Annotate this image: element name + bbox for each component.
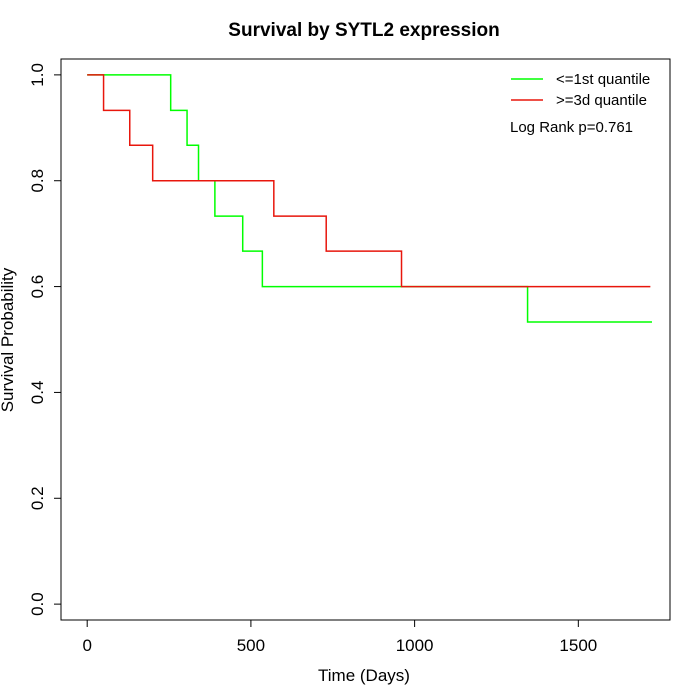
- survival-curves: [87, 74, 652, 323]
- y-tick-label: 0.0: [28, 592, 47, 616]
- plot-frame: [60, 58, 671, 621]
- legend-label-high: >=3d quantile: [556, 92, 647, 109]
- y-tick-label: 0.6: [28, 275, 47, 299]
- curve-low-quantile: [87, 74, 652, 323]
- x-tick-label: 0: [82, 636, 91, 655]
- y-axis: 0.0 0.2 0.4 0.6 0.8 1.0: [28, 63, 62, 616]
- legend-label-low: <=1st quantile: [556, 71, 650, 88]
- y-tick-label: 0.8: [28, 169, 47, 193]
- x-axis: 0 500 1000 1500: [82, 619, 597, 655]
- y-axis-label: Survival Probability: [0, 267, 17, 412]
- y-tick-label: 1.0: [28, 63, 47, 87]
- y-tick-label: 0.2: [28, 486, 47, 510]
- log-rank-annotation: Log Rank p=0.761: [510, 119, 633, 136]
- x-tick-label: 1500: [559, 636, 597, 655]
- chart-title: Survival by SYTL2 expression: [228, 20, 499, 41]
- y-tick-label: 0.4: [28, 381, 47, 405]
- legend: <=1st quantile >=3d quantile: [511, 71, 650, 109]
- x-tick-label: 1000: [396, 636, 434, 655]
- x-axis-label: Time (Days): [318, 666, 410, 685]
- curve-high-quantile: [87, 74, 651, 288]
- x-tick-label: 500: [237, 636, 265, 655]
